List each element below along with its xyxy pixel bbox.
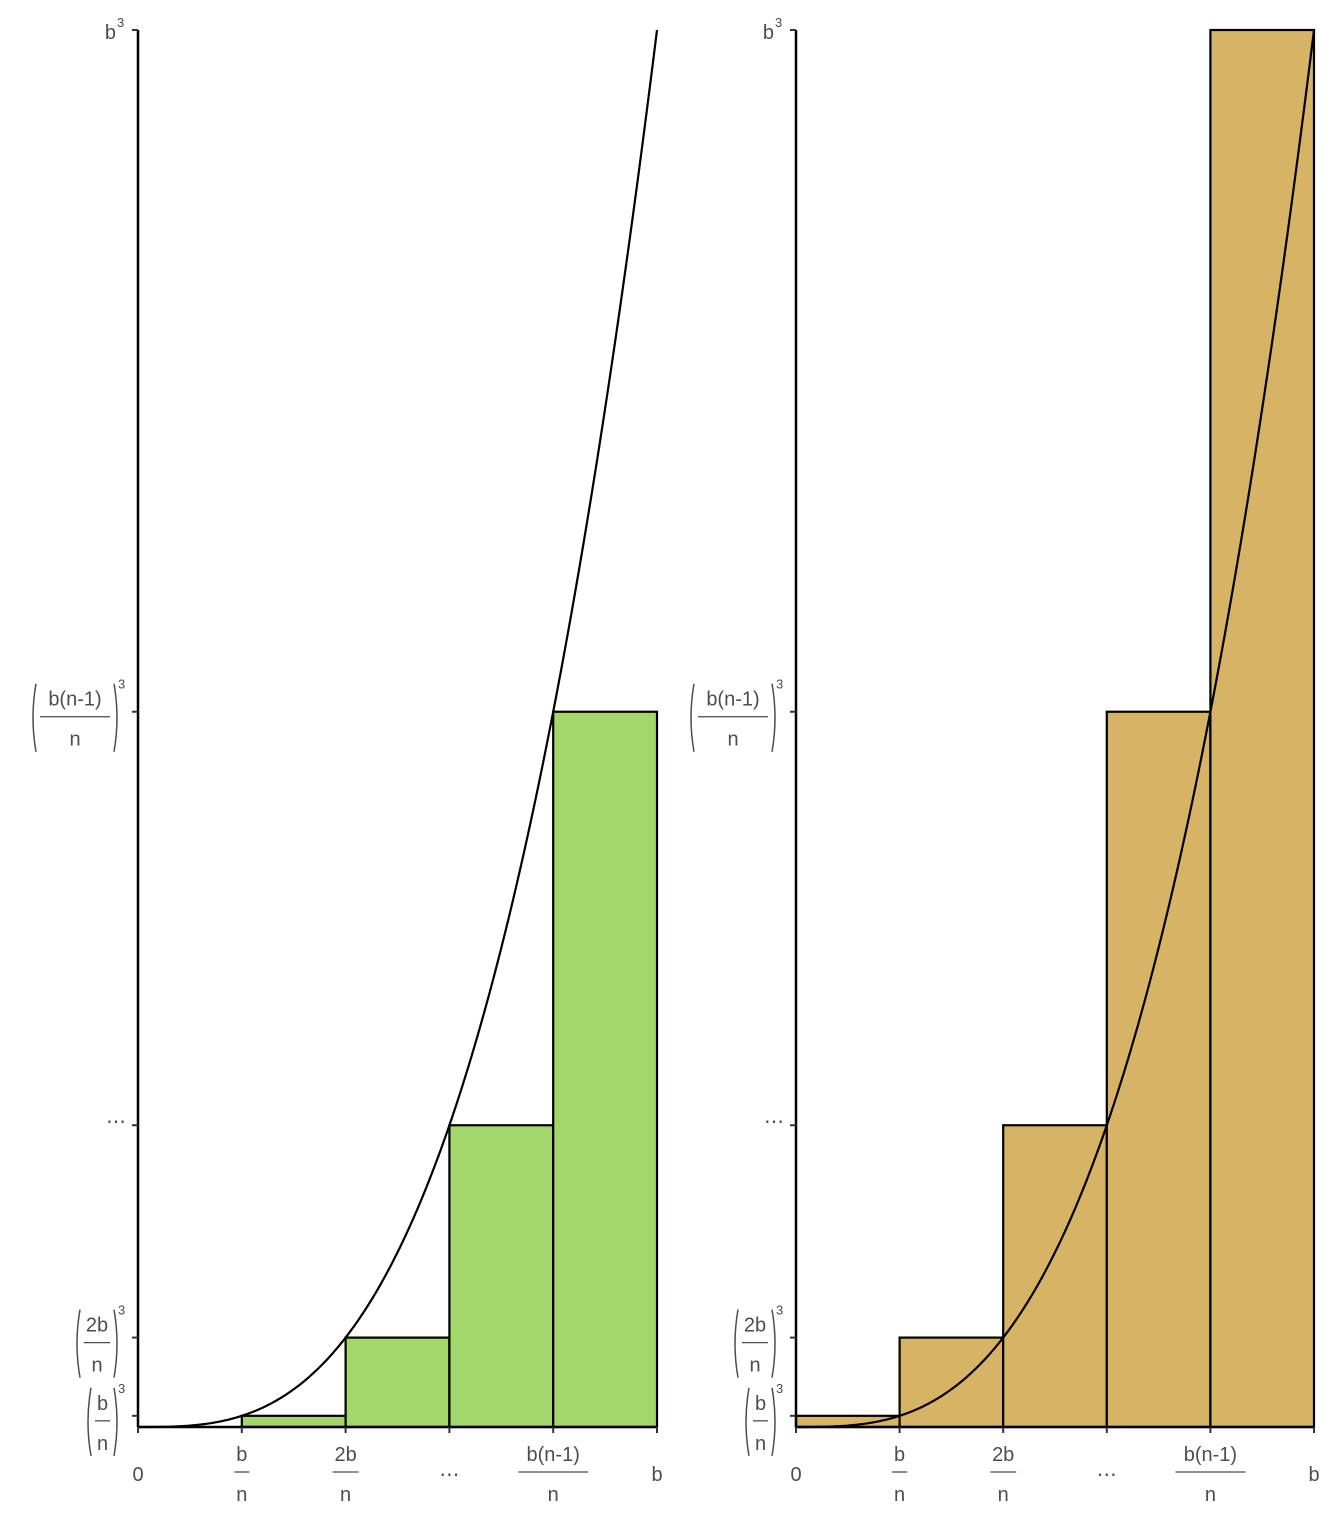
tick-label-denominator: n <box>91 1355 102 1377</box>
tick-label-denominator: n <box>236 1484 247 1506</box>
bar <box>240 1414 347 1429</box>
x-tick-label: 0 <box>132 1464 143 1486</box>
y-tick-exponent: 3 <box>118 677 125 692</box>
tick-label-numerator: 2b <box>992 1444 1014 1466</box>
bar <box>1105 710 1212 1429</box>
tick-label-numerator: b(n-1) <box>48 689 101 711</box>
tick-label-denominator: n <box>727 729 738 751</box>
y-tick-label: ⋯ <box>106 1111 126 1133</box>
tick-label-numerator: b <box>97 1393 108 1415</box>
y-tick-exponent: 3 <box>776 1381 783 1396</box>
x-tick-label: b <box>651 1464 662 1486</box>
y-tick-label: b <box>105 22 116 44</box>
function-curve <box>138 29 659 1429</box>
x-tick-label: ⋯ <box>439 1464 459 1486</box>
right-paren <box>113 1387 118 1456</box>
bar <box>898 1336 1005 1429</box>
left-paren <box>87 1387 92 1456</box>
tick-label-denominator: n <box>894 1484 905 1506</box>
right-paren <box>771 1309 776 1378</box>
bar <box>344 1336 451 1429</box>
tick-label-numerator: b <box>236 1444 247 1466</box>
tick-label-numerator: b <box>755 1393 766 1415</box>
tick-label-numerator: b(n-1) <box>1184 1444 1237 1466</box>
tick-label-numerator: 2b <box>86 1315 108 1337</box>
tick-label-numerator: 2b <box>334 1444 356 1466</box>
tick-label-denominator: n <box>755 1433 766 1455</box>
tick-label-numerator: b <box>894 1444 905 1466</box>
left-paren <box>745 1387 750 1456</box>
y-tick-exponent: 3 <box>776 677 783 692</box>
tick-label-denominator: n <box>749 1355 760 1377</box>
left-paren <box>734 1309 739 1378</box>
bar <box>552 710 659 1429</box>
y-tick-label: b <box>763 22 774 44</box>
bar <box>448 1124 555 1429</box>
tick-label-denominator: n <box>998 1484 1009 1506</box>
x-tick-label: b <box>1308 1464 1319 1486</box>
right-paren <box>771 683 776 752</box>
tick-label-denominator: n <box>548 1484 559 1506</box>
bar <box>1209 28 1316 1429</box>
tick-label-numerator: b(n-1) <box>527 1444 580 1466</box>
y-tick-exponent: 3 <box>118 1381 125 1396</box>
tick-label-denominator: n <box>97 1433 108 1455</box>
left-paren <box>690 683 695 752</box>
tick-label-denominator: n <box>340 1484 351 1506</box>
y-tick-exponent: 3 <box>775 15 782 30</box>
tick-label-denominator: n <box>1205 1484 1216 1506</box>
left-paren <box>32 683 37 752</box>
right-paren <box>113 1309 118 1378</box>
right-paren <box>771 1387 776 1456</box>
y-tick-exponent: 3 <box>118 1303 125 1318</box>
tick-label-denominator: n <box>69 729 80 751</box>
tick-label-numerator: 2b <box>744 1315 766 1337</box>
y-tick-exponent: 3 <box>117 15 124 30</box>
y-tick-exponent: 3 <box>776 1303 783 1318</box>
x-tick-label: ⋯ <box>1097 1464 1117 1486</box>
left-paren <box>76 1309 81 1378</box>
right-paren <box>113 683 118 752</box>
y-tick-label: ⋯ <box>764 1111 784 1133</box>
x-tick-label: 0 <box>790 1464 801 1486</box>
function-curve <box>796 29 1316 1429</box>
tick-label-numerator: b(n-1) <box>706 689 759 711</box>
